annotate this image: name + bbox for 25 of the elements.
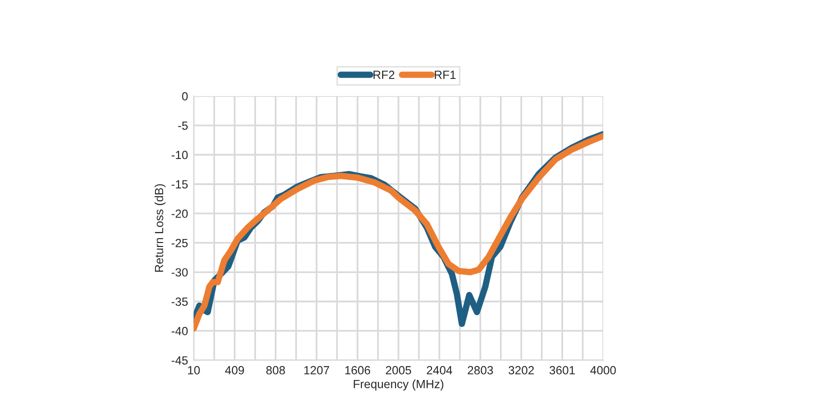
x-tick-label: 2803 — [468, 366, 493, 374]
y-tick-label: -20 — [172, 209, 188, 218]
y-tick-label: -10 — [172, 150, 188, 160]
x-tick-label: 409 — [225, 366, 244, 374]
x-axis-title: Frequency (MHz) — [354, 380, 444, 391]
y-axis-title: Return Loss (dB) — [154, 184, 166, 272]
y-tick-label: -5 — [178, 122, 188, 130]
y-tick-label: -15 — [172, 180, 188, 189]
x-tick-label: 2404 — [426, 366, 452, 374]
x-tick-label: 1207 — [304, 366, 330, 374]
x-tick-label: 3601 — [550, 366, 575, 374]
x-tick-label: 2005 — [386, 366, 412, 374]
x-tick-label: 3202 — [508, 366, 534, 374]
x-tick-label: 808 — [266, 366, 285, 374]
x-tick-label: 4000 — [590, 366, 616, 374]
legend-label: RF2 — [374, 70, 394, 79]
legend-label: RF1 — [434, 70, 456, 79]
y-tick-label: 0 — [182, 92, 188, 100]
y-tick-label: -40 — [172, 326, 188, 336]
x-tick-label: 1606 — [345, 366, 370, 374]
x-tick-label: 10 — [188, 366, 200, 374]
y-tick-label: -35 — [172, 298, 188, 306]
y-tick-label: -25 — [172, 238, 188, 248]
y-tick-label: -45 — [172, 356, 188, 365]
y-tick-label: -30 — [172, 268, 188, 277]
